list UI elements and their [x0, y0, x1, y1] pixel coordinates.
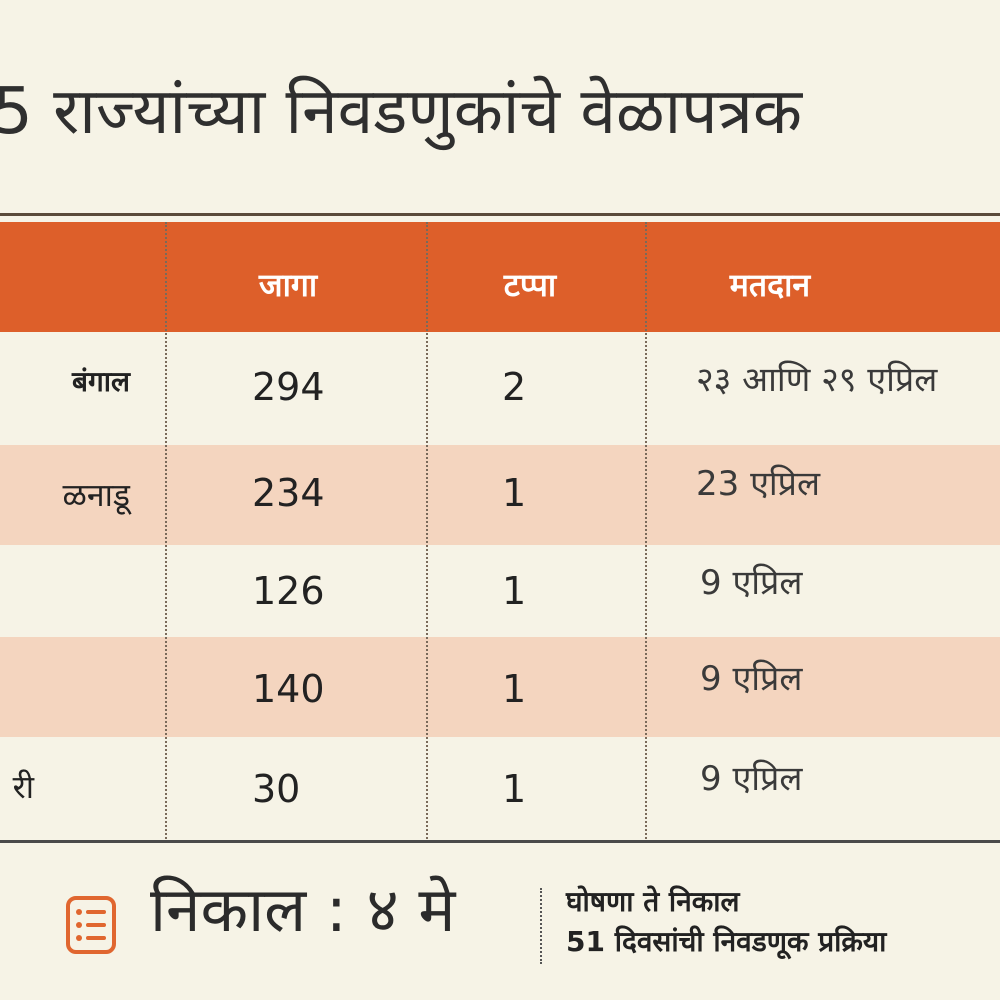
column-divider [645, 222, 647, 842]
seats-value: 30 [252, 767, 301, 811]
seats-value: 234 [252, 471, 325, 515]
polling-date: 9 एप्रिल [700, 563, 803, 603]
phases-value: 1 [502, 767, 527, 811]
page-title: 5 राज्यांच्या निवडणुकांचे वेळापत्रक [0, 75, 803, 149]
table-row: बंगाल 294 2 २३ आणि २९ एप्रिल [0, 332, 1000, 432]
footer-note-line2: 51 दिवसांची निवडणूक प्रक्रिया [566, 925, 887, 958]
footer-separator [540, 888, 542, 964]
footer-note-line1: घोषणा ते निकाल [566, 885, 740, 918]
state-name: री [12, 768, 34, 806]
seats-value: 294 [252, 365, 325, 409]
phases-value: 1 [502, 569, 527, 613]
table-row: 140 1 9 एप्रिल [0, 637, 1000, 737]
phases-value: 2 [502, 365, 527, 409]
table-row: ळनाडू 234 1 23 एप्रिल [0, 445, 1000, 545]
state-name [0, 637, 130, 737]
polling-date: 9 एप्रिल [700, 759, 803, 799]
column-divider [165, 222, 167, 842]
column-divider [426, 222, 428, 842]
polling-date: 23 एप्रिल [696, 464, 821, 504]
phases-value: 1 [502, 667, 527, 711]
seats-value: 140 [252, 667, 325, 711]
state-name: ळनाडू [62, 476, 131, 514]
table-header: जागा टप्पा मतदान [0, 222, 1000, 332]
result-date: निकाल : ४ मे [150, 873, 456, 946]
phases-value: 1 [502, 471, 527, 515]
table-row: री 30 1 9 एप्रिल [0, 737, 1000, 840]
list-icon [66, 896, 116, 954]
state-name: बंगाल [72, 365, 130, 398]
header-seats: जागा [258, 266, 318, 304]
table-bottom-divider [0, 840, 1000, 843]
seats-value: 126 [252, 569, 325, 613]
state-name [0, 545, 130, 645]
title-divider [0, 213, 1000, 216]
header-polling: मतदान [729, 266, 811, 304]
header-phases: टप्पा [503, 266, 557, 304]
polling-date: २३ आणि २९ एप्रिल [696, 360, 938, 400]
polling-date: 9 एप्रिल [700, 659, 803, 699]
table-row: 126 1 9 एप्रिल [0, 545, 1000, 645]
